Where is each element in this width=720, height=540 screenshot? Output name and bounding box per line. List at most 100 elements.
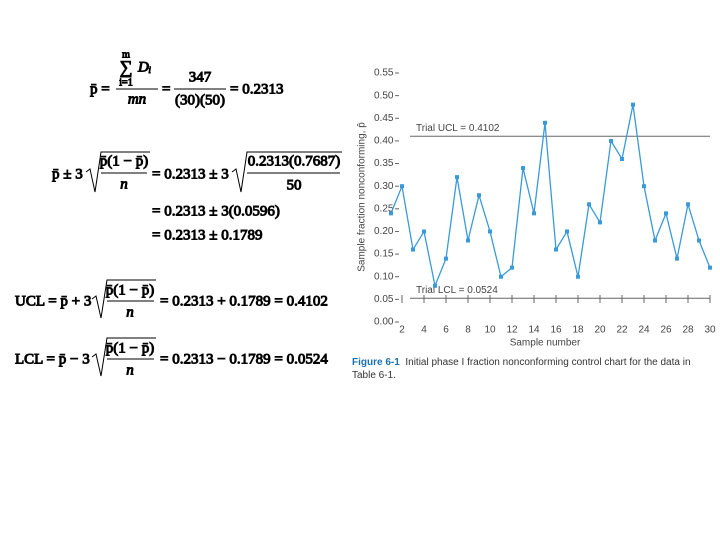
data-point: [477, 193, 481, 198]
data-point: [587, 202, 591, 207]
formula-text: =: [162, 81, 170, 97]
data-point: [664, 211, 668, 216]
formula-text: (30)(50): [175, 92, 225, 108]
formula-text: p̄(1 − p̄): [106, 340, 154, 356]
formula-text: ∑: [120, 57, 133, 77]
y-tick-label: 0.00: [374, 317, 394, 328]
y-tick-label: 0.55: [374, 68, 394, 79]
x-tick-label: 8: [465, 325, 471, 336]
formula-text: i=1: [119, 77, 132, 88]
x-tick-label: 24: [638, 325, 650, 336]
series-line: [390, 104, 711, 289]
formula-text: = 0.2313 ± 3: [152, 166, 229, 182]
formula-text: p̄(1 − p̄): [100, 153, 148, 169]
formula-text: = 0.2313 − 0.1789 = 0.0524: [160, 351, 328, 367]
data-point: [708, 265, 712, 270]
formula-text: 0.2313(0.7687): [248, 153, 341, 169]
data-point: [455, 175, 459, 180]
formula-text: = 0.2313: [230, 81, 283, 97]
data-point: [422, 229, 426, 234]
data-point: [620, 157, 624, 162]
formula-text: = 0.2313 + 0.1789 = 0.4102: [160, 293, 328, 309]
data-point: [675, 256, 679, 261]
data-point: [411, 247, 415, 252]
data-point: [543, 120, 547, 125]
y-tick-label: 0.30: [374, 181, 394, 192]
data-point: [653, 238, 657, 243]
formula-pbar: p̄ = m ∑ i=1 Dᵢ mn = 347 (30)(50) = 0.23…: [90, 49, 284, 109]
x-tick-label: 6: [443, 325, 449, 336]
formula-text: UCL = p̄ + 3: [15, 293, 91, 309]
formula-text: n: [126, 362, 134, 378]
formula-text: m: [122, 49, 130, 60]
y-tick-label: 0.45: [374, 113, 394, 124]
figure-caption: Figure 6-1 Initial phase I fraction nonc…: [352, 356, 714, 382]
radical: [231, 151, 342, 193]
formula-text: LCL = p̄ − 3: [15, 351, 90, 367]
formula-text: p̄ ± 3: [52, 166, 83, 182]
y-tick-label: 0.25: [374, 203, 394, 214]
data-point: [609, 138, 613, 143]
data-point: [444, 256, 448, 261]
formula-limits: p̄ ± 3 p̄(1 − p̄) n = 0.2313 ± 3 0.2313(…: [52, 151, 342, 244]
formula-text: p̄ =: [90, 81, 110, 97]
y-tick-label: 0.15: [374, 249, 394, 260]
formula-text: mn: [128, 91, 146, 107]
x-tick-label: 28: [682, 325, 694, 336]
y-tick-label: 0.50: [374, 90, 394, 101]
x-tick-label: 20: [594, 325, 606, 336]
formula-text: 50: [287, 177, 302, 193]
x-tick-label: 30: [704, 325, 716, 336]
data-point: [686, 202, 690, 207]
caption-text: Initial phase I fraction nonconforming c…: [352, 357, 691, 381]
x-tick-label: 26: [660, 325, 672, 336]
formula-text: = 0.2313 ± 3(0.0596): [152, 203, 280, 219]
data-point: [510, 265, 514, 270]
control-limit-label: Trial LCL = 0.0524: [416, 285, 498, 296]
data-point: [389, 211, 393, 216]
formula-text: n: [126, 304, 134, 320]
data-point: [631, 102, 635, 107]
x-tick-label: 10: [484, 325, 496, 336]
x-tick-label: 22: [616, 325, 628, 336]
x-tick-label: 18: [572, 325, 584, 336]
data-point: [499, 274, 503, 279]
control-limit-label: Trial UCL = 0.4102: [416, 123, 500, 134]
y-tick-label: 0.10: [374, 271, 394, 282]
x-tick-label: 12: [506, 325, 518, 336]
radical: [91, 337, 156, 377]
data-point: [697, 238, 701, 243]
y-tick-label: 0.35: [374, 158, 394, 169]
x-tick-label: 16: [550, 325, 562, 336]
data-point: [576, 274, 580, 279]
data-point: [433, 283, 437, 288]
data-point: [532, 211, 536, 216]
y-tick-label: 0.05: [374, 294, 394, 305]
data-point: [521, 166, 525, 171]
data-point: [565, 229, 569, 234]
data-point: [598, 220, 602, 225]
formula-text: 347: [189, 69, 212, 85]
data-point: [400, 184, 404, 189]
caption-label: Figure 6-1: [352, 357, 400, 368]
radical: [91, 279, 156, 319]
data-point: [466, 238, 470, 243]
control-chart: 0.00 0.05 0.10 0.15 0.20 0.25 0.30 0.35 0.40 0.45…: [356, 68, 716, 349]
data-point: [554, 247, 558, 252]
formula-text: n: [120, 176, 128, 192]
formula-ucl: UCL = p̄ + 3 p̄(1 − p̄) n = 0.2313 + 0.1…: [15, 279, 328, 321]
x-tick-label: 2: [399, 325, 405, 336]
formula-text: Dᵢ: [137, 59, 151, 75]
data-point: [642, 184, 646, 189]
formula-text: p̄(1 − p̄): [106, 282, 154, 298]
radical: [85, 151, 150, 193]
y-tick-label: 0.40: [374, 136, 394, 147]
data-point: [488, 229, 492, 234]
y-tick-label: 0.20: [374, 226, 394, 237]
y-axis-label: Sample fraction nonconforming, p̂: [356, 122, 368, 272]
formula-text: = 0.2313 ± 0.1789: [152, 227, 262, 243]
formula-lcl: LCL = p̄ − 3 p̄(1 − p̄) n = 0.2313 − 0.1…: [15, 337, 329, 379]
x-tick-label: 14: [528, 325, 540, 336]
